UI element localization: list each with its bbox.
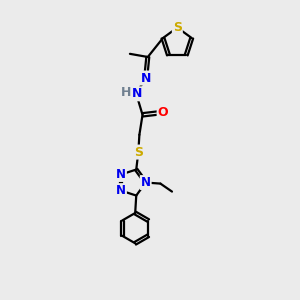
Text: S: S bbox=[134, 146, 143, 159]
Text: N: N bbox=[140, 71, 151, 85]
Text: N: N bbox=[132, 87, 142, 100]
Text: N: N bbox=[116, 168, 126, 181]
Text: N: N bbox=[116, 184, 126, 197]
Text: H: H bbox=[121, 86, 132, 99]
Text: N: N bbox=[141, 176, 151, 189]
Text: O: O bbox=[158, 106, 168, 119]
Text: S: S bbox=[173, 21, 182, 34]
